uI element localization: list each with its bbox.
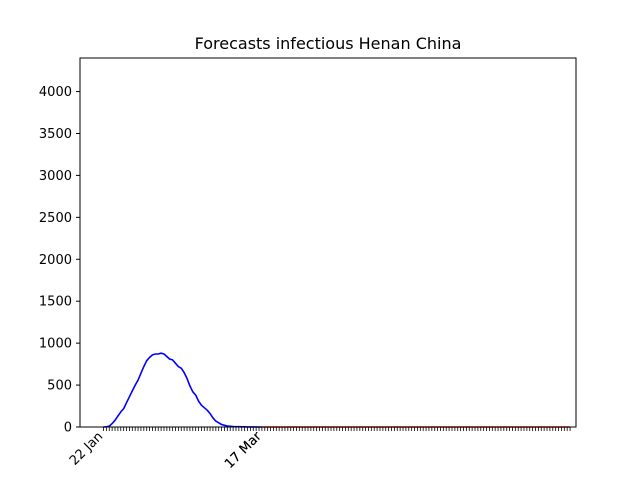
y-tick-label: 3500 (39, 127, 72, 142)
series-line-1 (103, 352, 262, 428)
x-tick-label: 17 Mar (222, 429, 265, 472)
y-tick-label: 2000 (39, 253, 72, 268)
chart-title: Forecasts infectious Henan China (195, 34, 462, 53)
y-axis: 0 500 1000 1500 2000 2500 3000 3500 4000 (39, 85, 80, 436)
y-tick-label: 2500 (39, 211, 72, 226)
y-tick-label: 1500 (39, 295, 72, 310)
y-tick-label: 4000 (39, 85, 72, 100)
y-tick-label: 0 (64, 421, 72, 436)
y-tick-label: 500 (47, 379, 72, 394)
y-tick-label: 1000 (39, 337, 72, 352)
y-tick-label: 3000 (39, 169, 72, 184)
plot-area (103, 352, 571, 428)
axes-frame (79, 57, 577, 428)
x-tick-label: 22 Jan (67, 429, 106, 468)
